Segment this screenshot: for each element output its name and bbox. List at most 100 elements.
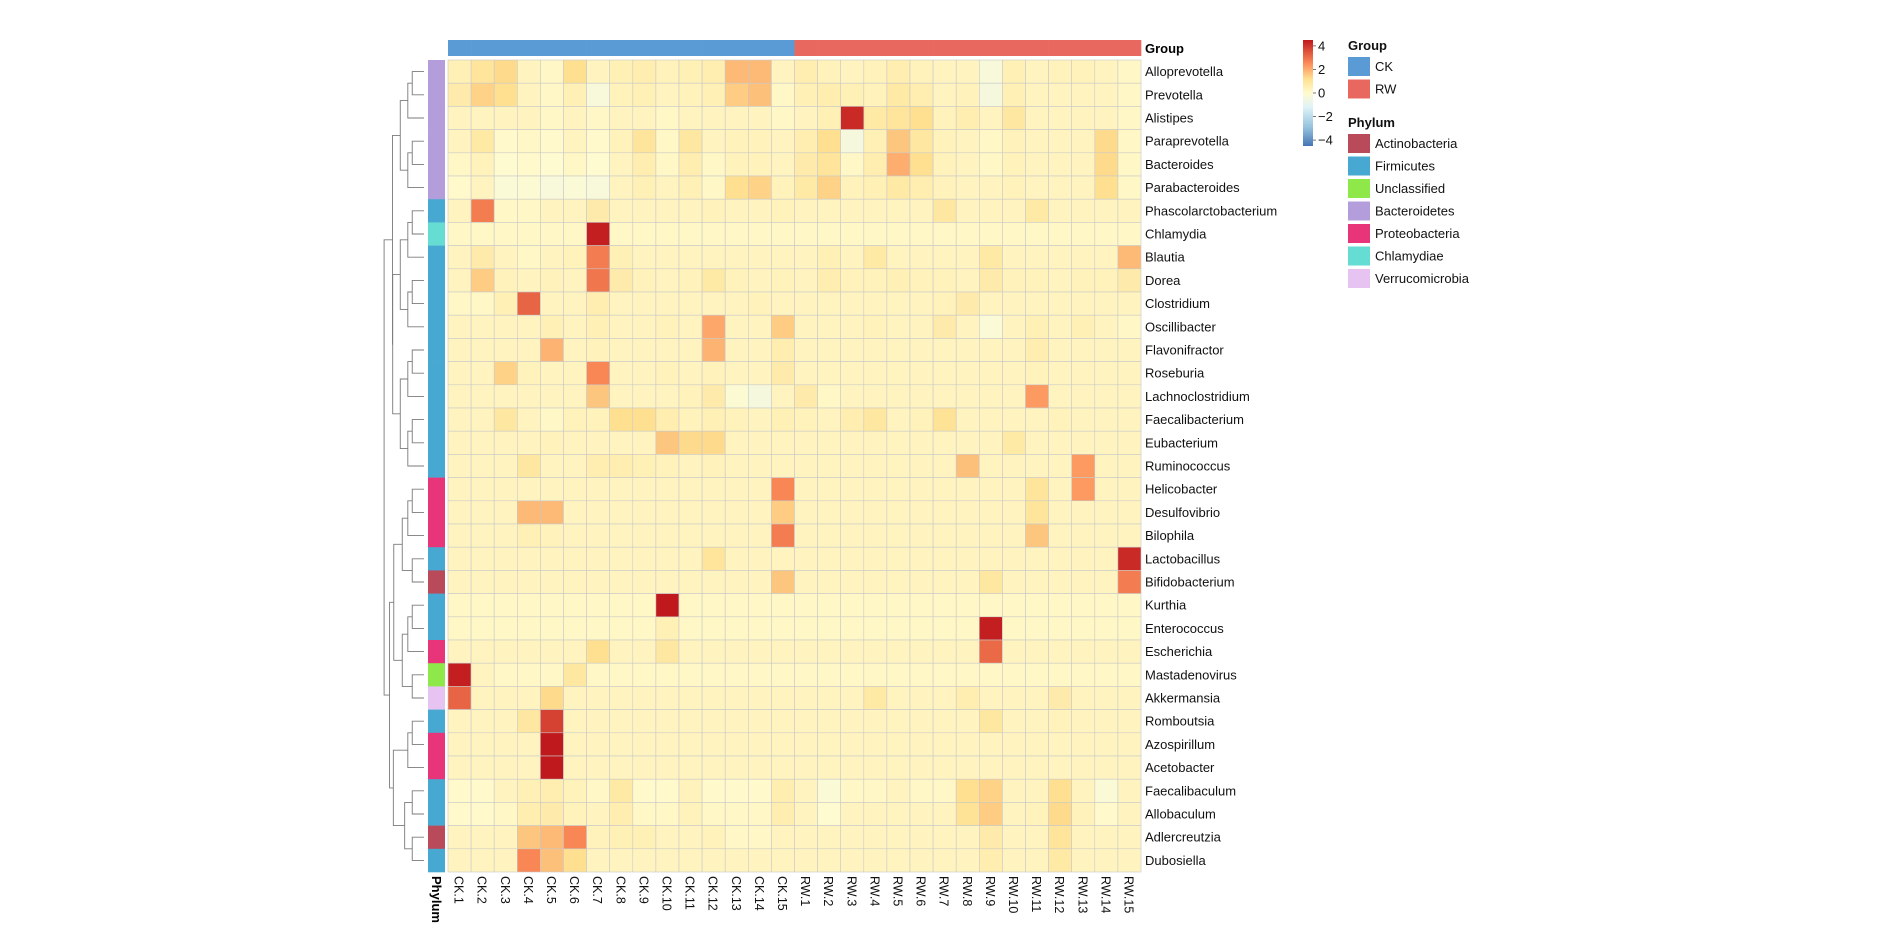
heatmap-cell-escherichia-ck-6 bbox=[563, 639, 587, 664]
phylum-legend-swatch-actinobacteria bbox=[1348, 134, 1370, 153]
heatmap-cell-dubosiella-ck-4 bbox=[516, 848, 541, 873]
heatmap-cell-parabacteroides-rw-12 bbox=[1048, 175, 1072, 200]
heatmap-cell-dorea-rw-13 bbox=[1071, 268, 1096, 293]
heatmap-cell-bifidobacterium-rw-10 bbox=[1002, 570, 1026, 594]
heatmap-cell-helicobacter-rw-4 bbox=[863, 477, 888, 502]
heatmap-cell-eubacterium-ck-13 bbox=[724, 430, 749, 455]
heatmap-cell-allobaculum-rw-13 bbox=[1071, 802, 1096, 826]
heatmap-cell-akkermansia-rw-10 bbox=[1002, 686, 1026, 710]
heatmap-cell-lactobacillus-ck-9 bbox=[632, 546, 657, 571]
group-track-cell-ck-9 bbox=[632, 40, 657, 56]
heatmap-cell-escherichia-ck-2 bbox=[470, 639, 495, 664]
heatmap-cell-clostridium-rw-15 bbox=[1117, 291, 1142, 316]
heatmap-cell-dorea-ck-2 bbox=[470, 268, 495, 293]
heatmap-cell-dorea-rw-5 bbox=[886, 268, 911, 293]
heatmap-cell-lachnoclostridium-rw-5 bbox=[886, 384, 911, 409]
heatmap-cell-blautia-rw-9 bbox=[978, 245, 1003, 270]
heatmap-cell-romboutsia-ck-12 bbox=[701, 709, 726, 734]
heatmap-cell-chlamydia-rw-8 bbox=[955, 222, 980, 246]
heatmap-cell-parabacteroides-ck-11 bbox=[678, 175, 703, 200]
heatmap-cell-helicobacter-ck-3 bbox=[493, 477, 518, 502]
heatmap-cell-ruminococcus-rw-1 bbox=[794, 454, 818, 478]
heatmap-cell-akkermansia-ck-2 bbox=[470, 686, 495, 710]
heatmap-cell-acetobacter-rw-4 bbox=[863, 755, 888, 780]
heatmap-cell-dubosiella-ck-14 bbox=[747, 848, 772, 873]
heatmap-cell-mastadenovirus-ck-13 bbox=[724, 662, 749, 687]
heatmap-cell-alistipes-ck-10 bbox=[655, 106, 680, 130]
heatmap-cell-enterococcus-rw-2 bbox=[817, 616, 841, 641]
heatmap-cell-oscillibacter-rw-4 bbox=[863, 314, 888, 339]
heatmap-cell-lactobacillus-ck-14 bbox=[747, 546, 772, 571]
heatmap-cell-dorea-rw-1 bbox=[794, 268, 818, 293]
phylum-track-cell-blautia bbox=[428, 245, 445, 270]
dendrogram-branch bbox=[392, 274, 401, 415]
heatmap-cell-dubosiella-ck-12 bbox=[701, 848, 726, 873]
heatmap-cell-roseburia-rw-13 bbox=[1071, 361, 1096, 386]
column-label-rw-11: RW.11 bbox=[1029, 876, 1043, 912]
heatmap-cell-prevotella-ck-15 bbox=[771, 82, 795, 107]
heatmap-cell-azospirillum-ck-2 bbox=[470, 732, 495, 757]
heatmap-cell-adlercreutzia-rw-12 bbox=[1048, 825, 1072, 850]
heatmap-cell-ruminococcus-rw-6 bbox=[909, 454, 934, 478]
heatmap-cell-romboutsia-rw-12 bbox=[1048, 709, 1072, 734]
heatmap-cell-alloprevotella-rw-6 bbox=[909, 59, 934, 84]
heatmap-cell-prevotella-rw-2 bbox=[817, 82, 841, 107]
heatmap-cell-ruminococcus-rw-13 bbox=[1071, 454, 1096, 478]
heatmap-cell-allobaculum-ck-11 bbox=[678, 802, 703, 826]
heatmap-cell-romboutsia-rw-3 bbox=[840, 709, 865, 734]
heatmap-cell-dubosiella-ck-6 bbox=[563, 848, 587, 873]
heatmap-cell-faecalibacterium-rw-6 bbox=[909, 407, 934, 432]
heatmap-cell-flavonifractor-rw-5 bbox=[886, 338, 911, 362]
heatmap-cell-dorea-ck-1 bbox=[447, 268, 472, 293]
phylum-track-cell-desulfovibrio bbox=[428, 500, 445, 525]
heatmap-cell-akkermansia-rw-7 bbox=[932, 686, 957, 710]
heatmap-cell-adlercreutzia-ck-15 bbox=[771, 825, 795, 850]
dendrogram-branch bbox=[411, 71, 424, 96]
dendrogram-branch bbox=[411, 604, 424, 629]
heatmap-cell-enterococcus-ck-3 bbox=[493, 616, 518, 641]
heatmap-cell-dubosiella-ck-5 bbox=[540, 848, 564, 873]
heatmap-cell-escherichia-ck-10 bbox=[655, 639, 680, 664]
heatmap-cell-paraprevotella-ck-9 bbox=[632, 129, 657, 154]
group-track-cell-rw-15 bbox=[1117, 40, 1142, 56]
heatmap-cell-alistipes-ck-7 bbox=[586, 106, 610, 130]
dendrogram-branch bbox=[411, 488, 424, 513]
heatmap-cell-kurthia-ck-2 bbox=[470, 593, 495, 618]
heatmap-cell-oscillibacter-rw-13 bbox=[1071, 314, 1096, 339]
phylum-legend-swatch-verrucomicrobia bbox=[1348, 269, 1370, 288]
heatmap-cell-blautia-rw-3 bbox=[840, 245, 865, 270]
heatmap-cell-parabacteroides-rw-3 bbox=[840, 175, 865, 200]
heatmap-cell-phascolarctobacterium-rw-10 bbox=[1002, 198, 1026, 223]
heatmap-cell-akkermansia-rw-11 bbox=[1025, 686, 1049, 710]
heatmap-cell-lactobacillus-ck-5 bbox=[540, 546, 564, 571]
heatmap-cell-bifidobacterium-ck-13 bbox=[724, 570, 749, 594]
heatmap-cell-helicobacter-ck-10 bbox=[655, 477, 680, 502]
heatmap-cell-oscillibacter-ck-2 bbox=[470, 314, 495, 339]
heatmap-cell-akkermansia-rw-4 bbox=[863, 686, 888, 710]
dendrogram-branch bbox=[392, 749, 408, 827]
heatmap-cell-romboutsia-ck-10 bbox=[655, 709, 680, 734]
heatmap-cell-alloprevotella-ck-8 bbox=[609, 59, 634, 84]
heatmap-cell-escherichia-rw-10 bbox=[1002, 639, 1026, 664]
heatmap-cell-flavonifractor-rw-10 bbox=[1002, 338, 1026, 362]
heatmap-cell-ruminococcus-ck-6 bbox=[563, 454, 587, 478]
row-label-desulfovibrio: Desulfovibrio bbox=[1145, 505, 1220, 520]
heatmap-cell-escherichia-rw-5 bbox=[886, 639, 911, 664]
heatmap-cell-roseburia-rw-6 bbox=[909, 361, 934, 386]
heatmap-cell-akkermansia-ck-5 bbox=[540, 686, 564, 710]
heatmap-cell-dorea-rw-15 bbox=[1117, 268, 1142, 293]
group-legend-title: Group bbox=[1348, 38, 1387, 53]
heatmap-cell-mastadenovirus-ck-14 bbox=[747, 662, 772, 687]
heatmap-cell-prevotella-ck-6 bbox=[563, 82, 587, 107]
heatmap-cell-roseburia-ck-3 bbox=[493, 361, 518, 386]
heatmap-cell-dorea-ck-4 bbox=[516, 268, 541, 293]
heatmap-cell-eubacterium-rw-2 bbox=[817, 430, 841, 455]
heatmap-cell-phascolarctobacterium-ck-4 bbox=[516, 198, 541, 223]
heatmap-cell-bifidobacterium-rw-6 bbox=[909, 570, 934, 594]
heatmap-cell-bilophila-rw-12 bbox=[1048, 523, 1072, 548]
heatmap-cell-chlamydia-ck-4 bbox=[516, 222, 541, 246]
heatmap-cell-alloprevotella-ck-14 bbox=[747, 59, 772, 84]
heatmap-cell-clostridium-ck-12 bbox=[701, 291, 726, 316]
heatmap-cell-faecalibaculum-ck-14 bbox=[747, 778, 772, 803]
heatmap-cell-alistipes-ck-3 bbox=[493, 106, 518, 130]
